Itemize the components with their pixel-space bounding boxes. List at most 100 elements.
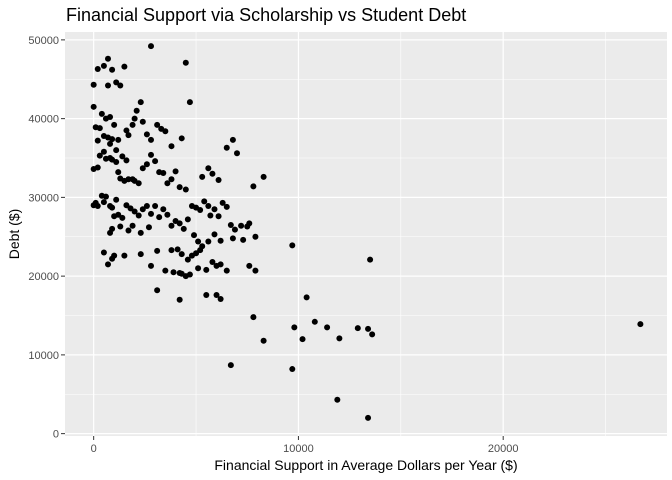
data-point [109, 66, 116, 73]
data-point [154, 287, 161, 294]
data-point [139, 165, 146, 172]
data-point [260, 337, 267, 344]
data-point [369, 331, 376, 338]
data-point [113, 79, 120, 86]
data-point [170, 269, 177, 276]
data-point [117, 223, 124, 230]
data-point [203, 266, 210, 273]
data-point [125, 227, 132, 234]
y-axis: 0 10000 20000 30000 40000 50000 [28, 35, 65, 441]
data-point [637, 321, 644, 328]
y-tick-label: 20000 [28, 271, 59, 283]
data-point [176, 296, 183, 303]
data-point [201, 198, 208, 205]
x-tick-label: 0 [91, 443, 97, 455]
data-point [115, 169, 122, 176]
data-point [186, 99, 193, 106]
data-point [109, 255, 116, 262]
data-point [182, 59, 189, 66]
data-point [121, 63, 128, 70]
data-point [184, 256, 191, 263]
data-point [197, 206, 204, 213]
data-point [100, 132, 107, 139]
data-point [252, 233, 259, 240]
data-point [143, 203, 150, 210]
data-point [135, 212, 142, 219]
data-point [195, 238, 202, 245]
data-point [246, 220, 253, 227]
data-point [289, 242, 296, 249]
data-point [105, 82, 111, 89]
data-point [303, 294, 310, 301]
data-point [223, 267, 230, 274]
data-point [119, 214, 126, 221]
data-point [162, 128, 169, 135]
data-point [229, 235, 236, 242]
chart-title: Financial Support via Scholarship vs Stu… [66, 5, 466, 25]
data-point [195, 265, 202, 272]
data-point [240, 236, 247, 243]
data-point [160, 169, 167, 176]
data-point [127, 205, 134, 212]
data-point [209, 258, 216, 265]
data-point [115, 136, 122, 143]
data-point [111, 121, 118, 128]
data-point [215, 213, 222, 220]
data-point [234, 150, 240, 157]
data-point [219, 199, 226, 206]
data-point [193, 250, 200, 257]
data-point [109, 225, 116, 232]
data-point [238, 222, 245, 229]
data-point [125, 132, 132, 139]
data-point [154, 247, 161, 254]
data-point [139, 118, 146, 125]
data-point [123, 157, 130, 164]
data-point [148, 262, 154, 269]
data-point [311, 318, 318, 325]
data-point [113, 158, 120, 165]
data-point [145, 224, 152, 231]
data-point [94, 164, 101, 171]
data-point [205, 203, 212, 210]
data-point [178, 135, 185, 142]
data-point [148, 136, 154, 143]
data-point [121, 252, 128, 259]
data-point [215, 177, 222, 184]
data-point [168, 247, 175, 254]
data-point [227, 362, 234, 369]
y-tick-label: 10000 [28, 350, 59, 362]
data-point [90, 81, 97, 88]
data-point [176, 220, 183, 227]
data-point [100, 249, 107, 256]
data-point [137, 251, 144, 258]
data-point [217, 261, 224, 268]
data-point [123, 202, 130, 209]
data-point [227, 221, 234, 228]
data-point [131, 115, 138, 122]
data-point [109, 136, 116, 143]
data-point [137, 99, 144, 106]
data-point [133, 107, 140, 114]
data-point [209, 170, 216, 177]
data-point [123, 127, 130, 134]
plot-panel [65, 32, 667, 436]
data-point [137, 229, 144, 236]
data-point [109, 204, 116, 211]
data-point [98, 110, 105, 117]
data-point [117, 82, 124, 89]
data-point [260, 173, 267, 180]
data-point [223, 203, 230, 210]
y-axis-title: Debt ($) [6, 209, 22, 260]
data-point [246, 262, 253, 269]
data-point [205, 165, 212, 172]
data-point [186, 271, 193, 278]
data-point [336, 335, 343, 342]
data-point [191, 232, 197, 239]
data-point [180, 225, 187, 232]
data-point [172, 168, 179, 175]
data-point [94, 66, 101, 73]
data-point [174, 246, 181, 253]
data-point [205, 238, 212, 245]
y-tick-label: 40000 [28, 114, 59, 126]
